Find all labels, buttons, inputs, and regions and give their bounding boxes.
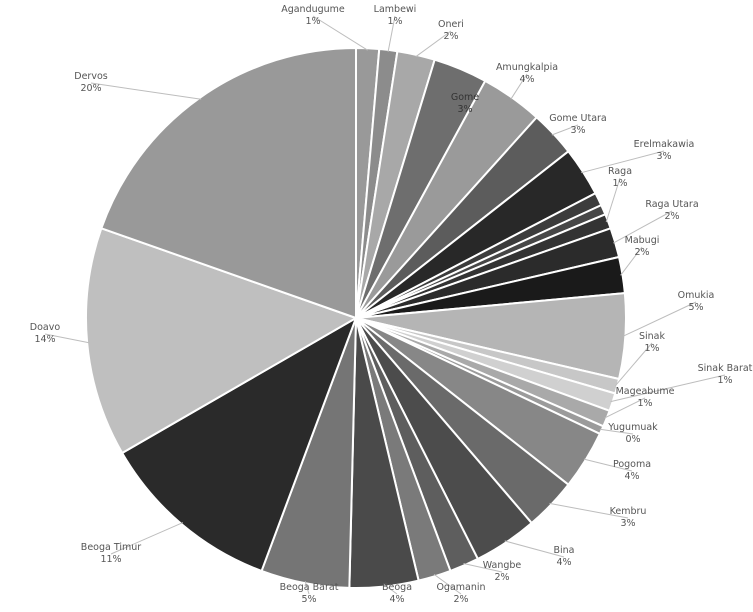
slice-label-sinak: Sinak <box>639 331 666 342</box>
slice-percent-omukia: 5% <box>688 302 703 313</box>
slice-percent-erelmakawia: 3% <box>656 151 671 162</box>
slice-label-erelmakawia: Erelmakawia <box>634 139 695 150</box>
slice-percent-mageabume: 1% <box>637 398 652 409</box>
leader-line <box>463 563 503 573</box>
leader-line <box>623 301 697 337</box>
leader-line <box>583 458 633 472</box>
leader-line <box>415 30 452 58</box>
leader-lines <box>44 15 726 595</box>
leader-line <box>44 333 90 344</box>
slice-percent-ogamanin: 2% <box>453 594 468 605</box>
leader-line <box>604 397 646 419</box>
slice-label-ogamanin: Ogamanin <box>436 582 485 593</box>
leader-line <box>504 540 565 558</box>
slice-label-omukia: Omukia <box>678 290 715 301</box>
pie-slice-dervos-26 <box>100 46 357 320</box>
leader-line <box>90 82 202 100</box>
leader-line <box>605 177 621 223</box>
slice-percent-yugumuak: 0% <box>625 434 640 445</box>
slice-percent-kembru: 3% <box>620 518 635 529</box>
leader-line <box>383 584 398 595</box>
leader-line <box>433 573 462 595</box>
leader-line <box>613 210 673 244</box>
slice-label-raga: Raga <box>608 166 632 177</box>
slice-label-agandugume: Agandugume <box>281 4 345 15</box>
leader-line <box>110 522 184 555</box>
slice-percent-beoga-timur: 11% <box>100 554 121 565</box>
slice-percent-mabugi: 2% <box>634 247 649 258</box>
slice-label-mageabume: Mageabume <box>616 386 675 397</box>
pie-slice-beoga-timur-24 <box>120 315 358 573</box>
slice-label-sinak-barat: Sinak Barat <box>698 363 753 374</box>
slice-percent-beoga: 4% <box>389 594 404 605</box>
slice-percent-pogoma: 4% <box>624 471 639 482</box>
slice-percent-wangbe: 2% <box>494 572 509 583</box>
leader-line <box>581 150 665 174</box>
slice-label-pogoma: Pogoma <box>613 459 651 470</box>
slice-label-beoga: Beoga <box>382 582 412 593</box>
slice-label-wangbe: Wangbe <box>483 560 522 571</box>
leader-line <box>610 374 726 403</box>
slice-percent-lambewi: 1% <box>387 16 402 27</box>
slice-percent-gome-utara: 3% <box>570 125 585 136</box>
leader-line <box>599 428 634 435</box>
pie-slices <box>85 46 628 589</box>
slice-label-bina: Bina <box>554 545 575 556</box>
slice-label-beoga-barat: Beoga Barat <box>280 582 339 593</box>
leader-line <box>387 15 396 52</box>
slice-label-raga-utara: Raga Utara <box>645 199 698 210</box>
slice-percent-doavo: 14% <box>34 334 55 345</box>
slice-label-gome: Gome <box>451 92 479 103</box>
slice-percent-amungkalpia: 4% <box>519 74 534 85</box>
slice-percent-dervos: 20% <box>80 83 101 94</box>
slice-label-yugumuak: Yugumuak <box>607 422 658 433</box>
slice-percent-beoga-barat: 5% <box>301 594 316 605</box>
slice-label-lambewi: Lambewi <box>374 4 417 15</box>
slice-label-beoga-timur: Beoga Timur <box>81 542 141 553</box>
leader-line <box>614 342 653 387</box>
slice-percent-oneri: 2% <box>443 31 458 42</box>
slice-label-kembru: Kembru <box>610 506 647 517</box>
slice-percent-raga-utara: 2% <box>664 211 679 222</box>
leader-line <box>510 73 528 100</box>
slice-percent-agandugume: 1% <box>305 16 320 27</box>
slice-label-dervos: Dervos <box>74 71 108 82</box>
leader-line <box>312 15 368 51</box>
slice-label-amungkalpia: Amungkalpia <box>496 62 558 73</box>
slice-label-gome-utara: Gome Utara <box>549 113 607 124</box>
leader-line <box>551 124 579 136</box>
slice-label-mabugi: Mabugi <box>625 235 660 246</box>
slice-percent-sinak-barat: 1% <box>717 375 732 386</box>
slice-label-oneri: Oneri <box>438 19 464 30</box>
slice-percent-raga: 1% <box>612 178 627 189</box>
leader-line <box>620 246 643 276</box>
slice-percent-bina: 4% <box>556 557 571 568</box>
slice-label-doavo: Doavo <box>30 322 61 333</box>
pie-slice-doavo-25 <box>85 226 359 455</box>
slice-percent-sinak: 1% <box>644 343 659 354</box>
leader-line <box>304 580 310 595</box>
slice-percent-gome: 3% <box>457 104 472 115</box>
leader-line <box>549 502 629 519</box>
